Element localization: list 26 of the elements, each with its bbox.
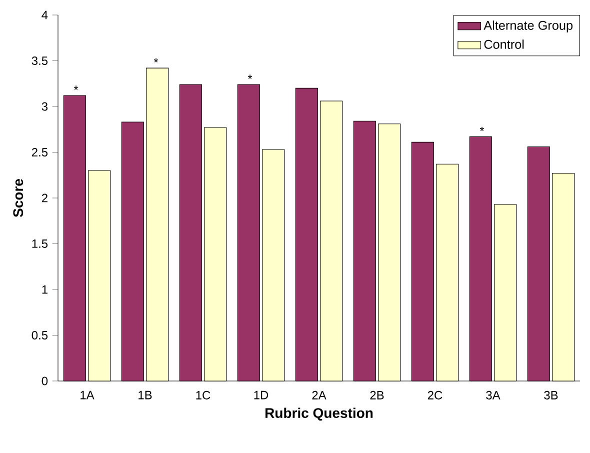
x-axis-title: Rubric Question [265,408,373,421]
y-tick-label: 0.5 [32,330,48,340]
y-axis-title: Score [13,179,24,218]
x-tick-label: 1C [196,390,210,400]
annotation: * [248,74,252,79]
legend-label: Control [484,40,524,49]
y-tick-label: 4 [42,10,48,20]
x-tick-label: 1A [80,390,94,400]
annotation: * [480,126,484,132]
x-tick-label: 1D [254,390,268,400]
x-tick-label: 2A [312,390,326,400]
annotation: * [74,86,78,90]
y-tick-label: 2.5 [32,148,48,156]
annotation: * [154,58,158,62]
x-tick-label: 1B [138,390,152,400]
y-tick-label: 3 [42,102,48,111]
y-tick-label: 0 [42,376,48,386]
x-tick-label: 2B [370,390,384,400]
x-tick-label: 3A [486,390,500,400]
legend-label: Alternate Group [484,20,573,32]
x-tick-label: 2C [428,390,442,400]
y-tick-label: 1 [42,285,48,294]
y-tick-label: 3.5 [32,56,48,65]
y-tick-label: 2 [42,194,48,202]
x-tick-label: 3B [544,390,558,400]
y-tick-label: 1.5 [32,240,48,248]
